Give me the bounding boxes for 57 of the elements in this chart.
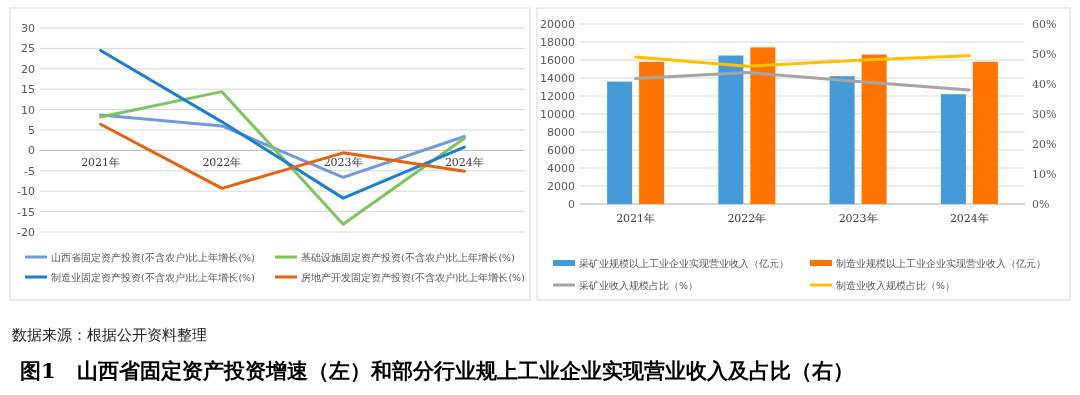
y2-tick-label: 60% bbox=[1032, 18, 1057, 31]
legend-label: 基础设施固定资产投资(不含农户)比上年增长(%) bbox=[301, 252, 515, 263]
y-tick-label: 10 bbox=[21, 103, 35, 117]
y2-tick-label: 40% bbox=[1032, 78, 1057, 91]
bar bbox=[972, 61, 998, 204]
y2-tick-label: 20% bbox=[1032, 138, 1057, 151]
y2-tick-label: 10% bbox=[1032, 168, 1057, 181]
bar bbox=[639, 61, 665, 204]
bar bbox=[829, 76, 855, 204]
legend-label: 采矿业收入规模占比（%） bbox=[579, 280, 699, 291]
y-tick-label: 4000 bbox=[547, 162, 575, 175]
line-series bbox=[634, 71, 971, 92]
y-tick-label: 0 bbox=[568, 198, 575, 211]
y2-tick-label: 50% bbox=[1032, 48, 1057, 61]
y-tick-label: 12000 bbox=[540, 90, 575, 103]
y-tick-label: -20 bbox=[17, 226, 35, 239]
y-tick-label: -5 bbox=[24, 164, 35, 178]
x-tick-label: 2021年 bbox=[81, 156, 121, 170]
line-series bbox=[634, 54, 971, 68]
y-tick-label: 8000 bbox=[547, 126, 575, 139]
legend-label: 制造业规模以上工业企业实现营业收入（亿元） bbox=[836, 258, 1046, 269]
x-tick-label: 2023年 bbox=[838, 212, 878, 225]
y-tick-label: 15 bbox=[21, 83, 35, 97]
x-tick-label: 2024年 bbox=[949, 212, 989, 225]
y-tick-label: 6000 bbox=[547, 144, 575, 157]
bar bbox=[718, 55, 744, 204]
legend-label: 房地产开发固定资产投资(不含农户)比上年增长(%) bbox=[301, 272, 525, 283]
x-tick-label: 2021年 bbox=[616, 212, 656, 225]
bar bbox=[861, 54, 887, 204]
y-tick-label: 5 bbox=[28, 124, 35, 137]
legend-label: 制造业收入规模占比（%） bbox=[836, 280, 956, 291]
y-tick-label: -10 bbox=[17, 185, 35, 199]
y-tick-label: -15 bbox=[17, 205, 35, 219]
y-tick-label: 18000 bbox=[540, 36, 575, 49]
x-tick-label: 2023年 bbox=[323, 156, 363, 170]
x-tick-label: 2022年 bbox=[727, 212, 767, 225]
y-tick-label: 14000 bbox=[540, 72, 575, 85]
bar bbox=[607, 81, 633, 204]
y-tick-label: 20 bbox=[21, 62, 35, 76]
y-tick-label: 25 bbox=[21, 42, 35, 56]
y2-tick-label: 30% bbox=[1032, 108, 1057, 121]
legend-label: 制造业固定资产投资(不含农户)比上年增长(%) bbox=[51, 272, 255, 283]
source-note: 数据来源：根据公开资料整理 bbox=[12, 326, 207, 344]
x-tick-label: 2024年 bbox=[444, 156, 484, 170]
y-tick-label: 30 bbox=[21, 22, 35, 35]
y-tick-label: 10000 bbox=[540, 108, 575, 121]
x-tick-label: 2022年 bbox=[202, 156, 242, 170]
y-tick-label: 16000 bbox=[540, 54, 575, 67]
y-tick-label: 2000 bbox=[547, 180, 575, 193]
caption: 图1 山西省固定资产投资增速（左）和部分行业规上工业企业实现营业收入及占比（右） bbox=[20, 358, 854, 383]
legend-label: 山西省固定资产投资(不含农户)比上年增长(%) bbox=[51, 252, 255, 263]
bar bbox=[940, 94, 966, 204]
legend-label: 采矿业规模以上工业企业实现营业收入（亿元） bbox=[579, 258, 789, 269]
y2-tick-label: 0% bbox=[1032, 198, 1050, 211]
bar bbox=[750, 47, 776, 204]
y-tick-label: 0 bbox=[28, 144, 35, 158]
y-tick-label: 20000 bbox=[540, 18, 575, 31]
